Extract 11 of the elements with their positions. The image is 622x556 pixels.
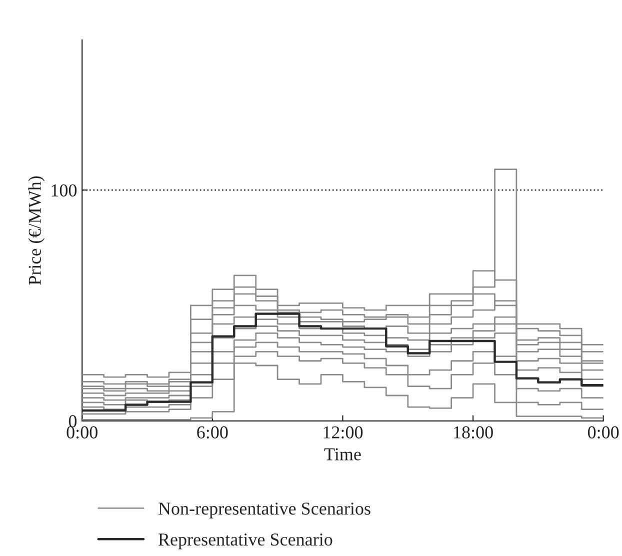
legend-label: Non-representative Scenarios — [158, 502, 370, 518]
x-tick-label: 18:00 — [454, 426, 493, 439]
x-tick-label: 12:00 — [324, 426, 363, 439]
x-tick-label: 6:00 — [197, 426, 228, 439]
legend-label: Representative Scenario — [158, 534, 332, 550]
x-axis-title: Time — [324, 448, 361, 460]
y-axis-title: Price (€/MWh) — [28, 176, 45, 285]
y-tick-label: 0 — [68, 415, 77, 428]
x-tick-label: 0:00 — [588, 426, 619, 439]
y-tick-label: 100 — [52, 184, 77, 197]
x-tick-label: 0:00 — [66, 426, 98, 439]
